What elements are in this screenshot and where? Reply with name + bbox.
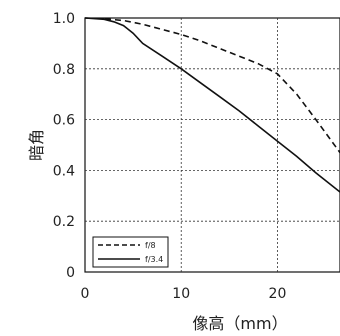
legend-box: [92, 236, 169, 268]
plot-frame: [84, 17, 340, 273]
x-tick-label: 0: [81, 286, 90, 302]
tick-labels: 0 10 20 0 0.2 0.4 0.6 0.8 1.0: [53, 11, 287, 302]
x-tick-label: 20: [269, 286, 287, 302]
y-tick-label: 0.4: [53, 163, 75, 179]
y-tick-label: 0: [66, 265, 75, 281]
y-tick-label: 0.8: [53, 62, 75, 78]
legend-label-f34: f/3.4: [145, 255, 163, 264]
y-tick-label: 1.0: [53, 11, 75, 27]
x-axis-label: 像高（mm）: [192, 314, 287, 333]
series-line-f8: [84, 17, 340, 154]
series-layer: [84, 17, 340, 193]
grid-lines: [85, 18, 340, 272]
legend: f/8 f/3.4: [92, 236, 169, 268]
legend-label-f8: f/8: [145, 241, 156, 250]
series-line-f34: [84, 17, 340, 193]
x-tick-label: 10: [172, 286, 190, 302]
y-tick-label: 0.6: [53, 113, 75, 129]
y-tick-label: 0.2: [53, 214, 75, 230]
y-axis-label: 暗角: [27, 129, 46, 161]
